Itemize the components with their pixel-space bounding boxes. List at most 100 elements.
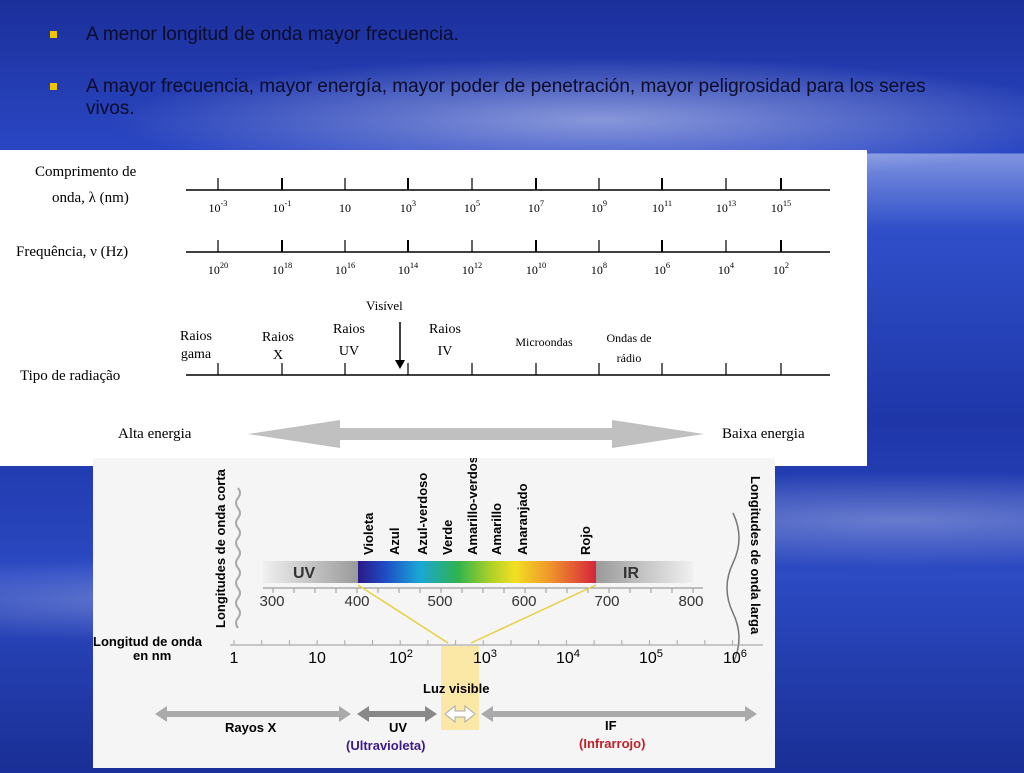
frequency-label: Frequência, ν (Hz) [16, 244, 128, 260]
color-label: Azul [387, 528, 402, 555]
wavelength-label-line2: onda, λ (nm) [52, 190, 129, 206]
color-label: Amarillo-verdoso [465, 458, 480, 555]
if-label: IF [605, 718, 617, 733]
bullet-square-icon [50, 31, 57, 38]
nm-scale-label: 800 [678, 593, 703, 610]
frequency-tick-label: 1018 [272, 261, 292, 277]
xrays-label: Rayos X [225, 720, 277, 735]
frequency-tick-label: 1016 [335, 261, 355, 277]
radiation-type-line1: Microondas [515, 335, 573, 349]
frequency-tick-label: 106 [654, 261, 670, 277]
log-scale-label: 102 [389, 648, 413, 667]
nm-scale-label: 400 [344, 593, 369, 610]
short-wave-icon [235, 487, 241, 629]
visible-arrow-small [444, 704, 476, 724]
nm-scale-label: 300 [259, 593, 284, 610]
radiation-type-line1: Raios [180, 329, 212, 344]
wavelength-tick-label: 10 [339, 201, 351, 215]
uv-arrow [357, 706, 437, 722]
energy-double-arrow [248, 420, 704, 448]
log-scale-label: 104 [556, 648, 580, 667]
wavelength-tick-label: 109 [591, 199, 607, 215]
bullet-square-icon [50, 83, 57, 90]
ir-band-label: IR [623, 565, 639, 582]
wavelength-tick-label: 1013 [716, 199, 736, 215]
log-scale-label: 105 [639, 648, 663, 667]
log-scale-label: 10 [308, 650, 326, 667]
frequency-tick-label: 108 [591, 261, 607, 277]
visible-spectrum-svg: Longitudes de onda corta Longitudes de o… [93, 448, 763, 753]
frequency-tick-label: 1020 [208, 261, 228, 277]
zoom-line-left [357, 584, 449, 644]
bullet-text: A menor longitud de onda mayor frecuenci… [86, 24, 459, 45]
visible-label: Visível [366, 298, 403, 313]
wavelength-tick-label: 103 [400, 199, 416, 215]
infrared-label: (Infrarrojo) [579, 736, 645, 751]
visible-color-band [358, 561, 596, 583]
nm-scale-label: 500 [427, 593, 452, 610]
wavelength-tick-label: 1015 [771, 199, 791, 215]
ultraviolet-label: (Ultravioleta) [346, 738, 425, 753]
wavelength-tick-label: 105 [464, 199, 480, 215]
spectrum-diagram-pt: Comprimento de onda, λ (nm) Frequência, … [0, 150, 867, 466]
if-arrow [481, 706, 757, 722]
radiation-type-line1: Raios [262, 330, 294, 345]
visible-light-label: Luz visible [423, 681, 489, 696]
color-labels: Violeta Azul Azul-verdoso Verde Amarillo-ver… [361, 448, 593, 555]
color-label: Azul-verdoso [415, 473, 430, 555]
color-label: Anaranjado [515, 483, 530, 555]
nm-scale-label: 600 [511, 593, 536, 610]
low-energy-label: Baixa energia [722, 426, 805, 442]
uv-band [263, 561, 358, 583]
log-scale-label: 103 [473, 648, 497, 667]
frequency-tick-label: 1010 [526, 261, 546, 277]
wavelength-tick-label: 107 [528, 199, 544, 215]
ir-band [596, 561, 693, 583]
log-scale-label: 106 [723, 648, 747, 667]
frequency-tick-label: 1014 [398, 261, 419, 277]
bullet-list: A menor longitud de onda mayor frecuenci… [50, 24, 970, 150]
wavelength-ticks: 10-3 10-1 10 103 105 107 109 1011 1013 1015 [209, 178, 791, 215]
bullet-item: A menor longitud de onda mayor frecuenci… [50, 24, 970, 46]
color-label: Rojo [578, 526, 593, 555]
radiation-type-line1: Raios [429, 322, 461, 337]
nm-scale: 300 400 500 600 700 800 [259, 588, 704, 610]
long-wave-icon [726, 512, 740, 664]
radiation-type-line1: Raios [333, 322, 365, 337]
wavelength-tick-label: 10-1 [273, 199, 292, 215]
color-label: Amarillo [489, 503, 504, 555]
radiation-type-line2: X [273, 348, 283, 363]
short-waves-label: Longitudes de onda corta [213, 468, 228, 628]
wavelength-nm-label-line2: en nm [133, 648, 171, 663]
wavelength-tick-label: 1011 [652, 199, 672, 215]
long-waves-label: Longitudes de onda larga [748, 476, 763, 635]
xrays-arrow [155, 706, 351, 722]
frequency-tick-label: 102 [773, 261, 789, 277]
wavelength-tick-label: 10-3 [209, 199, 228, 215]
zoom-line-right [470, 584, 597, 644]
wavelength-nm-label-line1: Longitud de onda [93, 634, 203, 649]
radiation-type-line2: rádio [617, 351, 642, 365]
spectrum-diagram-pt-svg: Comprimento de onda, λ (nm) Frequência, … [16, 164, 830, 448]
bullet-text: A mayor frecuencia, mayor energía, mayor… [86, 76, 926, 119]
frequency-tick-label: 104 [718, 261, 735, 277]
radiation-type-label: Tipo de radiação [20, 368, 120, 384]
color-label: Violeta [361, 512, 376, 555]
uv-band-label: UV [293, 565, 316, 582]
uv-label: UV [389, 720, 407, 735]
log-scale-label: 1 [230, 650, 239, 667]
color-label: Verde [440, 520, 455, 555]
wavelength-label-line1: Comprimento de [35, 164, 137, 180]
high-energy-label: Alta energia [118, 426, 192, 442]
radiation-type-line2: UV [339, 344, 359, 359]
radiation-type-line2: IV [438, 344, 453, 359]
radiation-type-line2: gama [181, 347, 212, 362]
log-scale: 1 10 102 103 104 105 106 [230, 640, 747, 667]
visible-arrow-head [395, 360, 405, 369]
bullet-item: A mayor frecuencia, mayor energía, mayor… [50, 76, 970, 120]
radiation-ticks [217, 363, 782, 375]
nm-scale-label: 700 [594, 593, 619, 610]
frequency-tick-label: 1012 [462, 261, 482, 277]
radiation-type-line1: Ondas de [607, 331, 652, 345]
radiation-types: Raios gama Raios X Raios UV Raios IV Microondas O… [180, 322, 651, 365]
